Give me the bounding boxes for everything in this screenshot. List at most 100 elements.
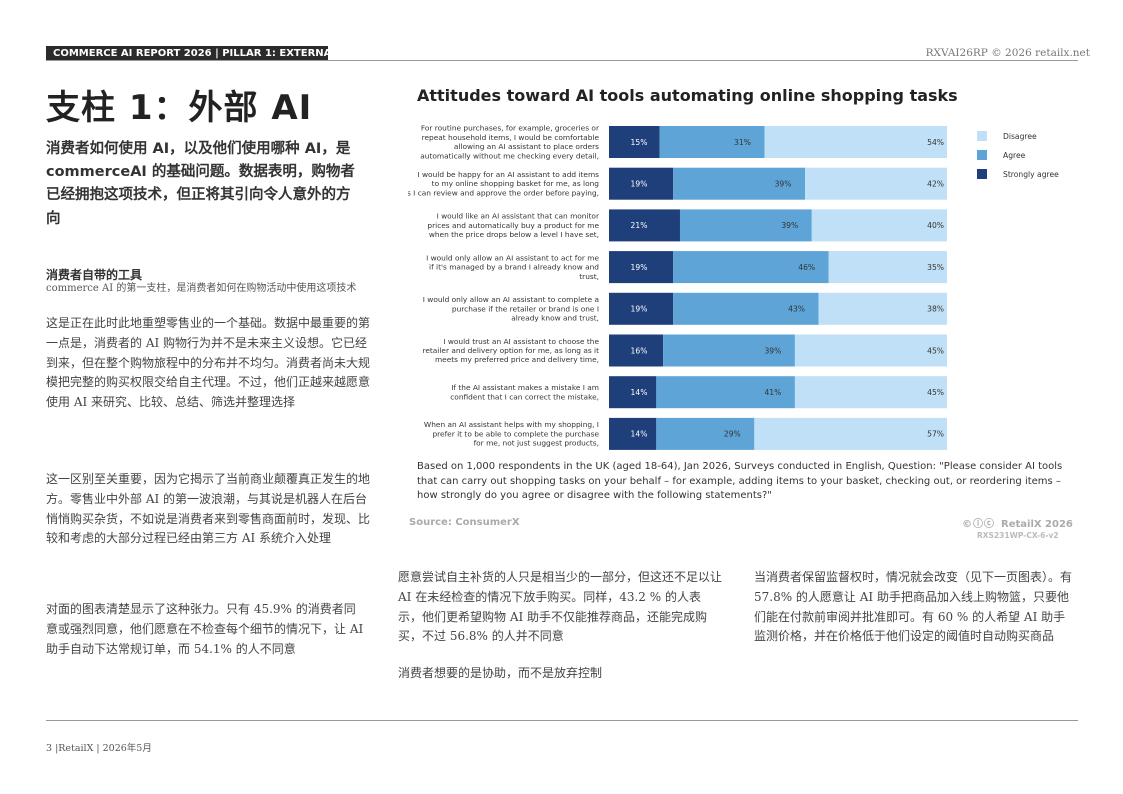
chart-methodology-note: Based on 1,000 respondents in the UK (ag…: [417, 461, 1063, 501]
row-label-line: purchase if the retailer or brand is one…: [452, 304, 599, 313]
data-label-disagree: 45%: [927, 388, 944, 397]
intro-text: 消费者如何使用 AI，以及他们使用哪种 AI，是 commerceAI 的基础问…: [46, 141, 355, 227]
row-label-line: trust,: [579, 272, 599, 281]
row-label-line: prices and automatically buy a product f…: [427, 221, 599, 230]
paragraph-2: 这是正在此时此地重塑零售业的一个基础。数据中最重要的第一点是，消费者的 AI 购…: [46, 316, 371, 410]
bar-strongly-agree: [609, 251, 674, 284]
bar-agree: [673, 167, 806, 200]
header-divider: [46, 60, 1078, 61]
data-label-agree: 43%: [788, 305, 805, 314]
paragraph-4: 对面的图表清楚显示了这种张力。只有 45.9% 的消费者同意或强烈同意，他们愿意…: [46, 602, 364, 656]
row-label-line: already know and trust,: [511, 314, 599, 323]
bar-agree: [663, 334, 795, 367]
chart-title: Attitudes toward AI tools automating onl…: [417, 86, 958, 105]
row-label: I would like an AI assistant that can mo…: [427, 212, 600, 239]
data-label-agree: 41%: [764, 388, 781, 397]
data-label-disagree: 35%: [927, 263, 944, 272]
row-label-line: retailer and delivery option for me, as …: [422, 346, 599, 355]
row-label: For routine purchases, for example, groc…: [420, 124, 600, 161]
chart-brand-label: RetailX 2026: [1001, 519, 1073, 530]
legend-swatch-disagree: [977, 131, 987, 141]
paragraph-1: commerce AI 的第一支柱，是消费者如何在购物活动中使用这项技术: [46, 283, 357, 294]
legend-swatch-agree: [977, 150, 987, 160]
row-label: When an AI assistant helps with my shopp…: [424, 420, 600, 447]
stacked-bar-chart: For routine purchases, for example, groc…: [408, 124, 1059, 450]
data-label-disagree: 42%: [927, 180, 944, 189]
data-label-disagree: 54%: [927, 138, 944, 147]
bar-strongly-agree: [609, 334, 664, 367]
legend-label-agree: Agree: [1003, 151, 1026, 160]
paragraph-7: 当消费者保留监督权时，情况就会改变（见下一页图表）。有 57.8% 的人愿意让 …: [754, 570, 1073, 644]
data-label-strongly-agree: 19%: [631, 263, 648, 272]
bar-agree: [656, 376, 795, 409]
row-label-line: to my online shopping basket for me, as …: [432, 179, 600, 188]
bar-disagree: [794, 334, 947, 367]
row-label-line: I would like an AI assistant that can mo…: [437, 212, 600, 221]
row-label-line: I would only allow an AI assistant to co…: [423, 295, 599, 304]
data-label-strongly-agree: 15%: [631, 138, 648, 147]
bar-agree: [656, 417, 755, 450]
paragraph-3: 这一区别至关重要，因为它揭示了当前商业颠覆真正发生的地方。零售业中外部 AI 的…: [46, 472, 371, 546]
data-label-agree: 39%: [764, 346, 781, 355]
legend-swatch-strongly-agree: [977, 169, 987, 179]
row-label-line: automatically without me checking every …: [420, 151, 599, 160]
data-label-strongly-agree: 21%: [631, 221, 648, 230]
row-label: I would only allow an AI assistant to co…: [423, 295, 599, 322]
bar-disagree: [811, 209, 947, 242]
row-label-line: meets my preferred price and delivery ti…: [435, 355, 599, 364]
bar-agree: [659, 126, 765, 158]
data-label-agree: 31%: [734, 138, 751, 147]
row-label-line: If the AI assistant makes a mistake I am: [451, 383, 599, 392]
bar-strongly-agree: [609, 417, 657, 450]
row-label: If the AI assistant makes a mistake I am…: [450, 383, 599, 401]
row-label-line: I would only allow an AI assistant to ac…: [426, 253, 599, 262]
data-label-strongly-agree: 16%: [631, 346, 648, 355]
row-label-line: when the price drops below a level I hav…: [429, 230, 599, 239]
legend-label-disagree: Disagree: [1003, 132, 1037, 141]
row-label-line: if it's managed by a brand I already kno…: [429, 263, 599, 272]
bar-disagree: [818, 292, 947, 325]
bar-strongly-agree: [609, 376, 657, 409]
data-label-strongly-agree: 14%: [631, 388, 648, 397]
bar-strongly-agree: [609, 167, 674, 200]
bar-strongly-agree: [609, 209, 680, 242]
bar-disagree: [794, 376, 947, 409]
section-heading: 消费者自带的工具: [46, 268, 143, 282]
bar-strongly-agree: [609, 126, 660, 158]
bar-disagree: [805, 167, 947, 200]
row-label-line: When an AI assistant helps with my shopp…: [424, 420, 599, 429]
row-label-line: For routine purchases, for example, groc…: [421, 124, 600, 133]
row-label: I would be happy for an AI assistant to …: [408, 170, 599, 197]
data-label-agree: 46%: [798, 263, 815, 272]
bar-strongly-agree: [609, 292, 674, 325]
creative-commons-icon: ©ⓘⓒ: [962, 519, 995, 530]
chart-brand: ©ⓘⓒ RetailX 2026: [962, 515, 1073, 530]
page-title: 支柱 1：外部 AI: [46, 88, 313, 128]
bar-agree: [679, 209, 812, 242]
report-code: RXVAI26RP © 2026 retailx.net: [925, 47, 1090, 59]
bar-disagree: [764, 126, 947, 158]
data-label-strongly-agree: 19%: [631, 305, 648, 314]
row-label-line: repeat household items, I would be comfo…: [422, 133, 600, 142]
data-label-agree: 29%: [724, 430, 741, 439]
row-label-line: allowing an AI assistant to place orders: [454, 142, 599, 151]
row-label: I would only allow an AI assistant to ac…: [426, 253, 599, 280]
bar-disagree: [754, 417, 947, 450]
paragraph-5: 愿意尝试自主补货的人只是相当少的一部分，但这还不足以让 AI 在未经检查的情况下…: [398, 570, 723, 644]
paragraph-6: 消费者想要的是协助，而不是放弃控制: [398, 666, 603, 680]
data-label-disagree: 38%: [927, 305, 944, 314]
bar-agree: [673, 251, 829, 284]
chart-code: RXS231WP-CX-6-v2: [977, 531, 1059, 540]
row-label-line: confident that I can correct the mistake…: [450, 392, 599, 401]
row-label-line: for me, not just suggest products,: [474, 439, 599, 448]
footer-divider: [46, 720, 1078, 721]
report-section-tag: COMMERCE AI REPORT 2026 | PILLAR 1: EXTE…: [46, 46, 353, 61]
data-label-agree: 39%: [775, 180, 792, 189]
row-label-line: I would trust an AI assistant to choose …: [443, 337, 599, 346]
row-label-line: as I can review and approve the order be…: [408, 188, 599, 197]
data-label-agree: 39%: [781, 221, 798, 230]
row-label-line: prefer it to be able to complete the pur…: [432, 429, 599, 438]
chart-source: Source: ConsumerX: [409, 517, 520, 528]
data-label-strongly-agree: 14%: [631, 430, 648, 439]
legend-label-strongly-agree: Strongly agree: [1003, 170, 1059, 179]
